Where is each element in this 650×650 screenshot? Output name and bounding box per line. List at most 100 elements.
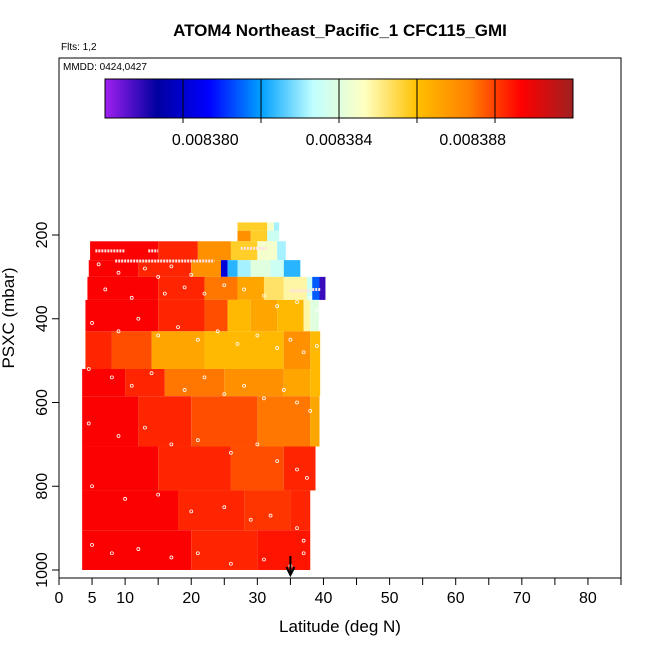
sample-point [222, 283, 227, 288]
sample-point [156, 333, 161, 338]
x-tick-label: 5 [88, 590, 97, 607]
x-tick-label: 40 [315, 590, 333, 607]
heatmap-cell [158, 241, 198, 261]
sample-point [248, 517, 253, 522]
heatmap-cell [204, 276, 238, 300]
sample-point [149, 371, 154, 376]
sample-point [235, 341, 240, 346]
heatmap-cells [82, 222, 326, 570]
sample-point [295, 400, 299, 405]
x-tick-label: 70 [513, 590, 531, 607]
chart-title: ATOM4 Northeast_Pacific_1 CFC115_GMI [173, 21, 507, 40]
heatmap-cell [82, 369, 126, 397]
sample-point [202, 375, 207, 380]
sample-point [202, 291, 207, 296]
sample-point [262, 293, 266, 298]
heatmap-cell [310, 396, 320, 447]
sample-point [295, 526, 299, 531]
sample-point [169, 442, 174, 447]
y-tick-label: 600 [34, 389, 51, 416]
sample-point [195, 551, 200, 556]
sample-point [86, 421, 91, 426]
heatmap-cell [85, 331, 112, 369]
sample-point [222, 505, 227, 510]
sample-point [116, 434, 121, 438]
sample-point [143, 266, 147, 271]
plot-border [58, 57, 622, 579]
heatmap-cell [267, 230, 280, 242]
heatmap-cell [82, 396, 139, 447]
heatmap-cell [306, 276, 313, 300]
sample-point [156, 274, 161, 279]
heatmap-cell [158, 299, 205, 332]
sample-point [103, 287, 108, 292]
sample-point [182, 285, 187, 290]
sample-point [169, 555, 174, 560]
heatmap-cell [277, 299, 304, 332]
sample-point [268, 513, 273, 518]
heatmap-cell [310, 369, 321, 397]
y-tick-label: 200 [34, 222, 51, 249]
heatmap-cell [237, 276, 264, 300]
heatmap-cell [158, 276, 205, 300]
heatmap-cell [85, 299, 159, 332]
heatmap-cell [191, 260, 221, 277]
sample-point [222, 392, 227, 397]
sample-point [116, 270, 121, 275]
sample-point [189, 509, 194, 514]
colorbar-tick-label: 0.008384 [306, 132, 373, 149]
sample-point [195, 337, 200, 342]
sample-point [129, 383, 134, 388]
heatmap-cell [151, 331, 205, 369]
heatmap-cell [82, 490, 179, 531]
y-tick-label: 800 [34, 473, 51, 500]
heatmap-cell [283, 276, 307, 300]
heatmap-cell [158, 446, 231, 491]
sample-points [86, 262, 319, 568]
heatmap-cell [310, 299, 319, 332]
sample-point [162, 291, 167, 296]
heatmap-cell [237, 260, 251, 277]
x-tick-label: 30 [248, 590, 266, 607]
x-tick-label: 60 [447, 590, 465, 607]
date-note: MMDD: 0424,0427 [63, 62, 147, 73]
heatmap-cell [138, 260, 192, 277]
heatmap-cell [191, 396, 258, 447]
sample-point [229, 561, 233, 566]
heatmap-cell [237, 331, 284, 369]
y-tick-label: 400 [34, 305, 51, 332]
sample-point [308, 408, 313, 413]
sample-point [314, 308, 319, 313]
heatmap-cell [237, 222, 268, 231]
sample-point [169, 264, 174, 269]
heatmap-cell [250, 260, 271, 277]
sample-point [262, 396, 266, 401]
x-axis: 0 5 10 20 30 40 50 60 70 80 [55, 578, 622, 607]
heatmap-cell [230, 241, 258, 261]
sample-point [215, 329, 220, 334]
heatmap-cell [237, 230, 251, 242]
sample-point [182, 388, 187, 392]
sample-point [255, 442, 260, 447]
heatmap-cell [257, 396, 311, 447]
colorbar-tick-label: 0.008380 [172, 132, 239, 149]
sample-point [229, 450, 233, 455]
heatmap-cell [303, 299, 311, 332]
sample-point [123, 496, 128, 501]
sample-point [281, 388, 286, 392]
arrow-head [285, 566, 296, 578]
sample-point [129, 295, 134, 300]
sample-point [301, 551, 306, 556]
x-tick-label: 20 [182, 590, 200, 607]
heatmap-cell [178, 490, 245, 531]
flights-note: Flts: 1,2 [61, 42, 97, 53]
sample-point [90, 542, 94, 547]
heatmap-cell [138, 396, 192, 447]
heatmap-cell [244, 490, 291, 531]
heatmap-cell [283, 446, 316, 491]
sample-point [301, 538, 306, 543]
sample-point [242, 383, 247, 388]
heatmap-cell [277, 241, 286, 261]
sample-point [189, 272, 194, 277]
